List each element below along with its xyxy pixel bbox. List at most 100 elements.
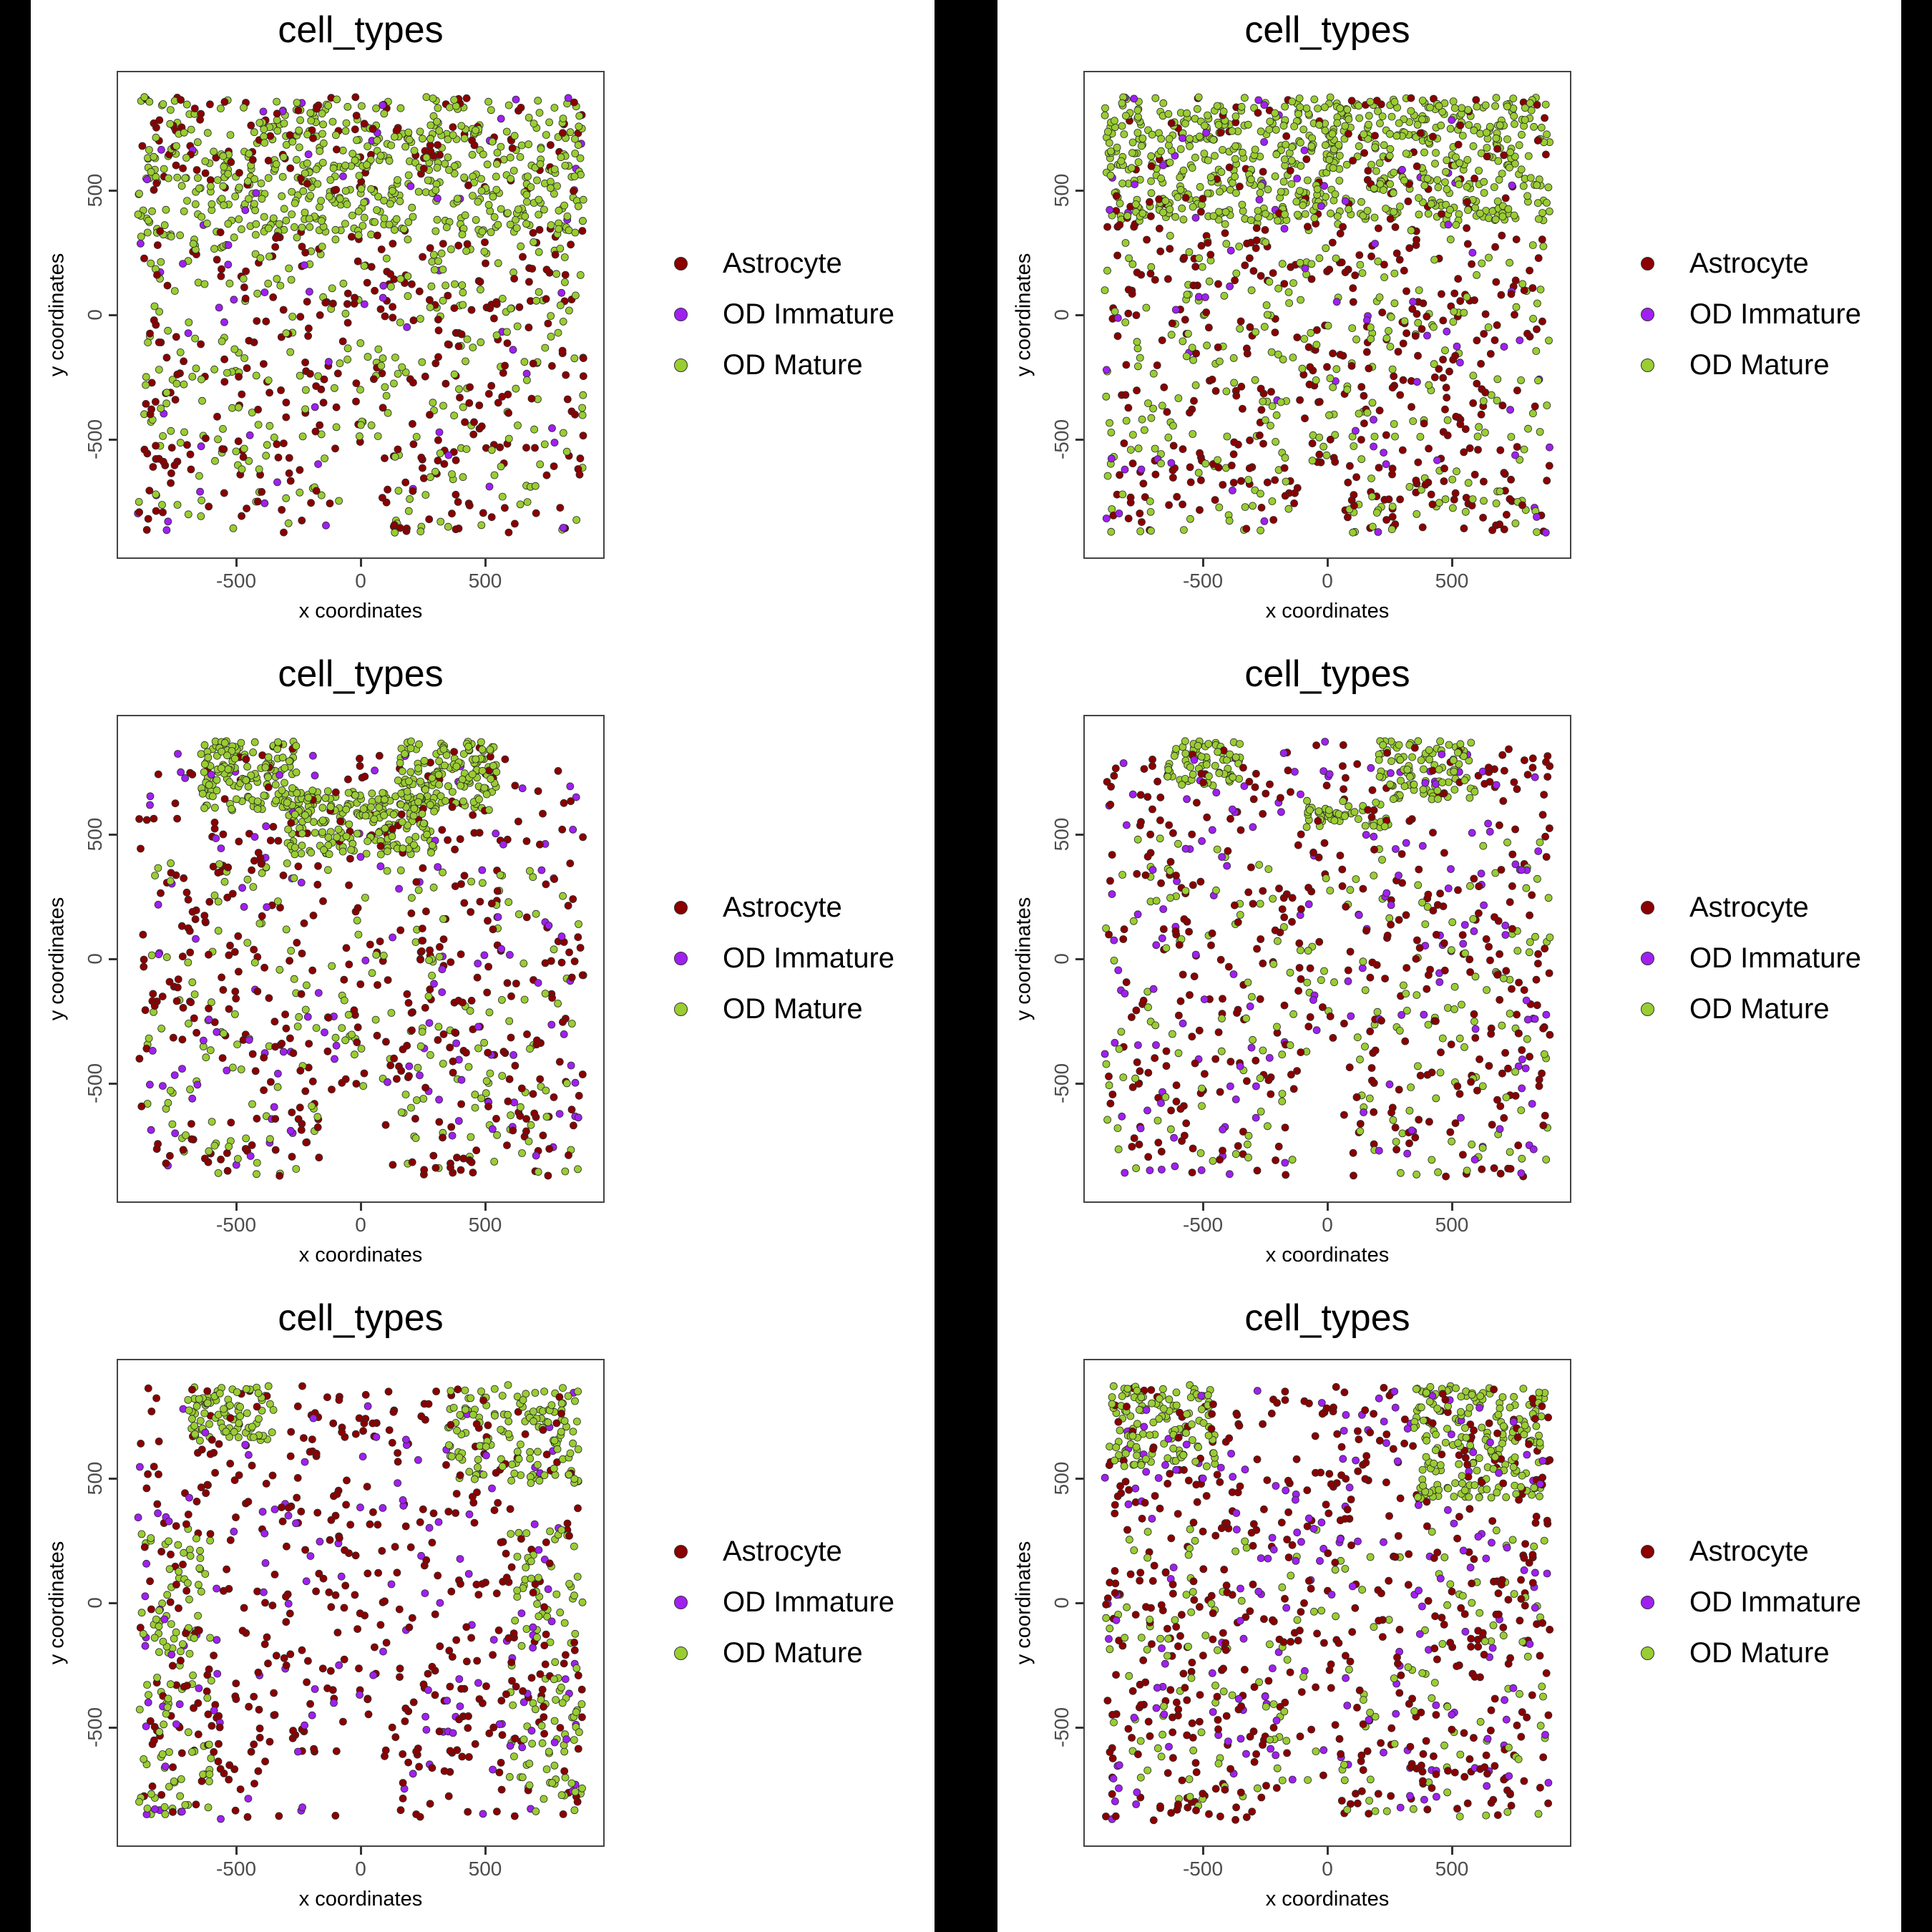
x-tick — [235, 1203, 238, 1211]
legend-label: OD Mature — [1689, 349, 1830, 381]
y-tick — [109, 1727, 117, 1729]
legend-label: Astrocyte — [723, 248, 842, 279]
y-tick-label: 0 — [84, 1597, 106, 1609]
legend-dot-icon — [674, 1646, 688, 1660]
legend-dot-icon — [1641, 1596, 1654, 1609]
y-tick-label: 500 — [1050, 817, 1073, 852]
x-tick-label: -500 — [215, 1214, 257, 1236]
x-tick — [1327, 1203, 1329, 1211]
y-tick-label: -500 — [84, 1707, 106, 1748]
legend-dot-icon — [674, 1596, 688, 1609]
y-tick-label: 500 — [1050, 173, 1073, 208]
y-tick-label: 500 — [84, 173, 106, 208]
y-axis-label-text: y coordinates — [1012, 253, 1035, 377]
y-tick — [1075, 1727, 1083, 1729]
y-tick — [109, 958, 117, 960]
x-tick-label: -500 — [1182, 570, 1224, 592]
y-tick-label: 0 — [1050, 953, 1073, 965]
x-tick — [1451, 559, 1453, 567]
plot-area — [1083, 715, 1571, 1203]
legend-label: OD Mature — [723, 349, 863, 381]
x-tick — [1327, 559, 1329, 567]
legend-dot-icon — [674, 308, 688, 321]
x-tick — [360, 1847, 362, 1855]
scatter-points — [1101, 93, 1553, 537]
y-tick-label: 0 — [84, 953, 106, 965]
legend-label: OD Immature — [723, 942, 895, 974]
legend-dot-icon — [1641, 257, 1654, 270]
x-tick — [484, 1203, 487, 1211]
legend-label: OD Mature — [1689, 993, 1830, 1025]
legend-label: OD Mature — [723, 1637, 863, 1669]
scatter-points — [1101, 1381, 1554, 1825]
legend-dot-icon — [674, 952, 688, 965]
legend-dot-icon — [1641, 358, 1654, 372]
x-axis-label: x coordinates — [1265, 600, 1390, 623]
x-tick-label: 500 — [1435, 1214, 1469, 1236]
left-column: cell_types y coordinates 500 0 -500 -500… — [31, 0, 935, 1932]
x-axis-label: x coordinates — [298, 600, 423, 623]
legend-label: Astrocyte — [1689, 892, 1809, 923]
plot-area — [1083, 1359, 1571, 1847]
y-tick — [1075, 1083, 1083, 1085]
scatter-points — [134, 1381, 587, 1823]
x-tick — [360, 1203, 362, 1211]
legend-dot-icon — [1641, 1646, 1654, 1660]
plot-area — [117, 1359, 605, 1847]
plot-area — [117, 71, 605, 559]
x-tick-label: -500 — [215, 570, 257, 592]
y-tick-label: 500 — [84, 817, 106, 852]
x-tick — [1327, 1847, 1329, 1855]
x-axis-label: x coordinates — [298, 1888, 423, 1911]
right-column: cell_types y coordinates 500 0 -500 -500… — [997, 0, 1901, 1932]
y-tick-label: 500 — [1050, 1461, 1073, 1496]
legend-label: OD Immature — [723, 1586, 895, 1618]
y-tick-label: 0 — [1050, 1597, 1073, 1609]
y-axis-label-text: y coordinates — [45, 897, 69, 1021]
legend-label: Astrocyte — [1689, 1536, 1809, 1567]
y-tick-label: 0 — [84, 309, 106, 321]
y-tick — [1075, 1602, 1083, 1604]
panel-title: cell_types — [278, 9, 444, 51]
y-tick — [109, 439, 117, 441]
y-tick — [1075, 314, 1083, 316]
legend-dot-icon — [674, 358, 688, 372]
y-tick-label: -500 — [84, 1063, 106, 1104]
y-tick-label: -500 — [1050, 1707, 1073, 1748]
plot-area — [117, 715, 605, 1203]
x-tick-label: 0 — [1322, 1858, 1333, 1880]
scatter-points — [1101, 737, 1554, 1181]
x-tick-label: -500 — [215, 1858, 257, 1880]
x-tick-label: 500 — [1435, 570, 1469, 592]
x-tick-label: -500 — [1182, 1858, 1224, 1880]
panel-title: cell_types — [1244, 653, 1410, 695]
panel-row1-right: cell_types y coordinates 500 0 -500 -500… — [997, 0, 1901, 644]
y-tick-label: -500 — [1050, 1063, 1073, 1104]
x-axis-label: x coordinates — [1265, 1888, 1390, 1911]
panel-row3-left: cell_types y coordinates 500 0 -500 -500… — [31, 1288, 935, 1932]
legend-dot-icon — [1641, 1545, 1654, 1558]
legend-label: OD Immature — [723, 298, 895, 330]
legend-label: OD Mature — [1689, 1637, 1830, 1669]
legend-dot-icon — [674, 901, 688, 914]
x-tick-label: 0 — [355, 1858, 366, 1880]
x-tick-label: 0 — [1322, 570, 1333, 592]
y-tick-label: 500 — [84, 1461, 106, 1496]
panel-row2-left: cell_types y coordinates 500 0 -500 -500… — [31, 644, 935, 1288]
x-axis-label: x coordinates — [298, 1244, 423, 1267]
y-tick — [109, 1083, 117, 1085]
panel-row1-left: cell_types y coordinates 500 0 -500 -500… — [31, 0, 935, 644]
panel-row2-right: cell_types y coordinates 500 0 -500 -500… — [997, 644, 1901, 1288]
y-tick — [109, 1602, 117, 1604]
y-tick — [109, 1478, 117, 1480]
y-tick — [1075, 958, 1083, 960]
y-tick — [1075, 1478, 1083, 1480]
scatter-points — [135, 737, 587, 1180]
legend-dot-icon — [674, 1545, 688, 1558]
panel-title: cell_types — [278, 653, 444, 695]
legend-label: OD Immature — [1689, 942, 1862, 974]
y-tick — [109, 834, 117, 836]
y-axis-label-text: y coordinates — [45, 1541, 69, 1665]
y-axis-label-text: y coordinates — [1012, 1541, 1035, 1665]
legend-dot-icon — [1641, 952, 1654, 965]
